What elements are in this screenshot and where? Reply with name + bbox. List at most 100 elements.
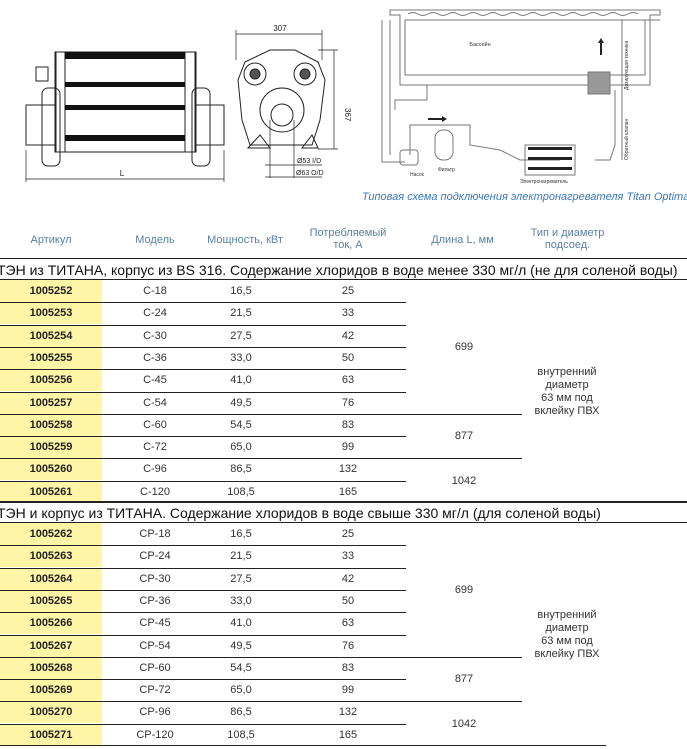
- header-current: Потребляемый ток, А: [300, 227, 396, 251]
- row-divider: [0, 369, 406, 371]
- section-divider: [0, 502, 687, 503]
- current-cell: 83: [341, 418, 355, 431]
- current-cell: 42: [341, 572, 355, 585]
- left-pipe: [25, 104, 57, 146]
- header-model: Модель: [135, 234, 175, 246]
- section-divider: [0, 745, 606, 746]
- connection-line: внутренний: [537, 608, 597, 621]
- table-row: 1005259 C-72 65,0 99: [0, 436, 406, 459]
- table-row: 1005253 C-24 21,5 33: [0, 302, 406, 325]
- scheme-caption: Типовая схема подключения электронагрева…: [362, 191, 687, 203]
- table-row: 1005261 C-120 108,5 165: [0, 480, 406, 503]
- article-cell: 1005261: [0, 480, 102, 503]
- article-cell: 1005253: [0, 302, 102, 325]
- power-cell: 27,5: [230, 329, 252, 342]
- power-cell: 65,0: [230, 684, 252, 697]
- model-cell: C-45: [143, 374, 167, 387]
- power-cell: 108,5: [227, 728, 255, 741]
- model-cell: C-30: [143, 329, 167, 342]
- model-cell: C-60: [143, 418, 167, 431]
- pool-outline: [389, 9, 661, 86]
- article-cell: 1005265: [0, 589, 102, 612]
- connection-line: вклейку ПВХ: [534, 404, 600, 417]
- article-cell: 1005268: [0, 656, 102, 679]
- row-divider: [0, 346, 406, 348]
- model-cell: C-36: [143, 351, 167, 364]
- row-divider: [0, 545, 406, 547]
- row-divider: [0, 589, 406, 591]
- power-cell: 108,5: [227, 485, 255, 498]
- current-cell: 165: [338, 728, 358, 741]
- heater-drawing: L 307 367 Ø53 I/D Ø63 O/D: [25, 24, 352, 182]
- length-cell: 877: [454, 673, 474, 686]
- table-row: 1005260 C-96 86,5 132: [0, 458, 406, 481]
- current-cell: 33: [341, 307, 355, 320]
- model-cell: CP-120: [136, 728, 174, 741]
- power-cell: 49,5: [230, 396, 252, 409]
- connection-text: внутренний диаметр 63 мм под вклейку ПВХ: [534, 609, 599, 661]
- heater-label: Электронагреватель: [520, 179, 568, 185]
- current-cell: 50: [341, 351, 355, 364]
- connection-line: внутренний: [537, 365, 597, 378]
- article-cell: 1005262: [0, 523, 102, 545]
- current-cell: 76: [341, 639, 355, 652]
- header-connection-line: подсоед.: [544, 239, 591, 251]
- row-divider: [0, 612, 406, 614]
- header-current-line: Потребляемый: [309, 227, 387, 239]
- article-cell: 1005256: [0, 369, 102, 392]
- table-row: 1005269 CP-72 65,0 99: [0, 679, 406, 702]
- article-cell: 1005254: [0, 324, 102, 347]
- article-cell: 1005267: [0, 634, 102, 657]
- header-power: Мощность, кВт: [207, 234, 283, 246]
- model-cell: CP-36: [139, 594, 171, 607]
- current-cell: 99: [341, 684, 355, 697]
- pump-label: Насос: [410, 172, 425, 178]
- current-cell: 25: [341, 285, 355, 297]
- model-cell: C-96: [143, 463, 167, 476]
- model-cell: CP-24: [139, 550, 171, 563]
- dim-length: L: [120, 169, 125, 178]
- section-title: ТЭН и корпус из ТИТАНА. Содержание хлори…: [0, 501, 687, 523]
- article-cell: 1005263: [0, 545, 102, 568]
- power-cell: 49,5: [230, 639, 252, 652]
- model-cell: CP-60: [139, 661, 171, 674]
- dim-height: 367: [343, 108, 352, 122]
- connection-line: диаметр: [545, 378, 589, 391]
- model-cell: C-72: [143, 441, 167, 454]
- article-cell: 1005271: [0, 723, 102, 746]
- model-cell: C-120: [140, 485, 170, 498]
- power-cell: 41,0: [230, 374, 252, 387]
- row-divider: [0, 701, 522, 703]
- row-divider: [0, 302, 406, 304]
- check-valve-label: Обратный клапан: [623, 119, 630, 160]
- connection-line: диаметр: [545, 621, 589, 634]
- article-cell: 1005258: [0, 413, 102, 436]
- article-cell: 1005259: [0, 436, 102, 459]
- row-divider: [0, 480, 406, 482]
- connection-line: 63 мм под: [541, 634, 593, 647]
- article-cell: 1005260: [0, 458, 102, 481]
- current-cell: 42: [341, 329, 355, 342]
- current-cell: 25: [341, 528, 355, 540]
- power-cell: 86,5: [230, 463, 252, 476]
- header-current-line: ток, А: [333, 239, 363, 251]
- current-cell: 76: [341, 396, 355, 409]
- front-view: [237, 49, 326, 149]
- outer-diameter-label: Ø63 O/D: [296, 170, 324, 177]
- current-cell: 132: [338, 463, 358, 476]
- table-row: 1005258 C-60 54,5 83: [0, 413, 406, 436]
- article-cell: 1005257: [0, 391, 102, 414]
- row-divider: [0, 413, 522, 415]
- connection-cell: внутренний диаметр 63 мм под вклейку ПВХ: [522, 280, 612, 503]
- inner-diameter-label: Ø53 I/D: [297, 158, 321, 165]
- length-cell: 699: [454, 583, 474, 596]
- power-cell: 54,5: [230, 661, 252, 674]
- power-cell: 65,0: [230, 441, 252, 454]
- current-cell: 63: [341, 374, 355, 387]
- model-cell: C-18: [143, 285, 167, 297]
- connection-scheme: Бассейн Насос Фильтр Электронагреватель …: [381, 9, 661, 185]
- dosing-label: Дозирующая техника: [624, 41, 630, 90]
- table-row: 1005270 CP-96 86,5 132: [0, 701, 406, 724]
- header-connection-line: Тип и диаметр: [530, 227, 605, 239]
- model-cell: CP-54: [139, 639, 171, 652]
